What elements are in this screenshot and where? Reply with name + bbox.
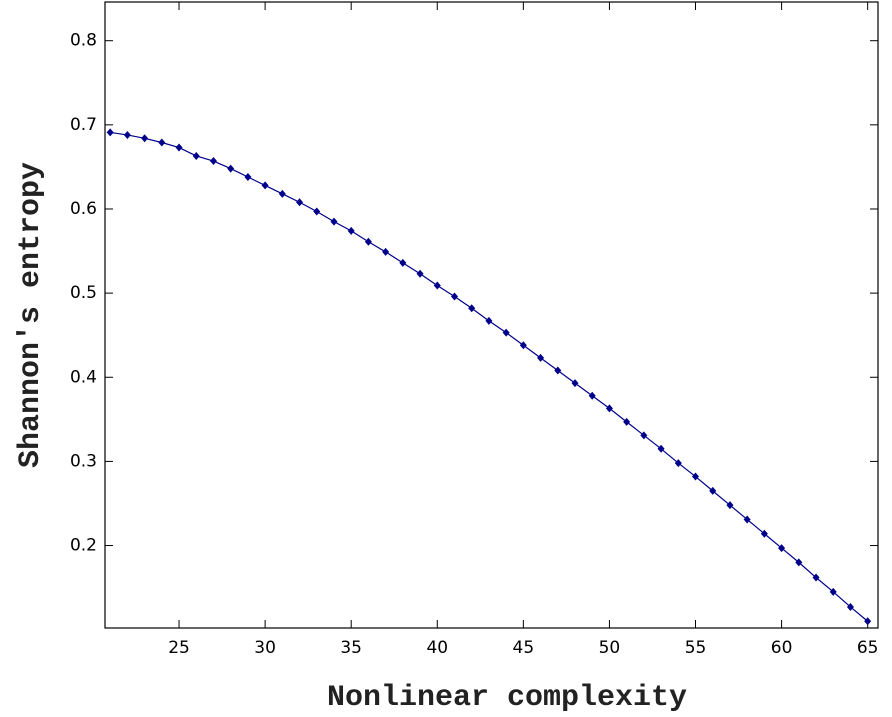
data-point — [433, 281, 441, 290]
y-tick-label: 0.3 — [70, 451, 97, 471]
data-point — [760, 529, 768, 538]
data-point — [347, 226, 355, 235]
data-point — [692, 472, 700, 481]
data-point — [588, 391, 596, 400]
data-point — [261, 181, 269, 190]
y-tick-label: 0.5 — [70, 283, 97, 303]
data-point — [743, 515, 751, 524]
data-point — [296, 198, 304, 207]
data-point — [846, 602, 854, 611]
data-point — [158, 138, 166, 147]
data-point — [468, 304, 476, 313]
data-point — [227, 164, 235, 173]
plot-frame — [104, 1, 879, 629]
x-tick-label: 60 — [771, 638, 793, 658]
data-point — [709, 486, 717, 495]
data-point — [829, 587, 837, 596]
data-point — [726, 501, 734, 510]
data-point — [313, 207, 321, 216]
x-tick-label: 45 — [513, 638, 535, 658]
y-tick-label: 0.7 — [70, 115, 97, 135]
data-point — [485, 316, 493, 325]
data-point — [778, 544, 786, 553]
x-axis-title: Nonlinear complexity — [327, 681, 687, 715]
data-point — [416, 269, 424, 278]
data-point — [192, 151, 200, 160]
data-point — [571, 379, 579, 388]
data-point — [106, 128, 114, 137]
data-point — [537, 353, 545, 362]
data-point — [382, 247, 390, 256]
data-point — [330, 217, 338, 226]
x-tick-label: 30 — [254, 638, 276, 658]
y-tick-label: 0.6 — [70, 199, 97, 219]
data-point — [554, 366, 562, 375]
x-tick-label: 40 — [426, 638, 448, 658]
y-tick-label: 0.2 — [70, 536, 97, 556]
data-point — [209, 157, 217, 166]
x-tick-label: 55 — [685, 638, 707, 658]
x-tick-label: 25 — [168, 638, 190, 658]
x-tick-label: 35 — [340, 638, 362, 658]
data-point — [605, 404, 613, 413]
data-point — [244, 173, 252, 182]
data-point — [364, 237, 372, 246]
data-point — [399, 258, 407, 267]
data-point — [450, 292, 458, 301]
data-point — [812, 573, 820, 582]
x-tick-label: 65 — [857, 638, 879, 658]
data-point — [278, 189, 286, 198]
y-tick-label: 0.8 — [70, 31, 97, 51]
data-point — [123, 130, 131, 139]
data-point — [141, 134, 149, 143]
x-tick-label: 50 — [599, 638, 621, 658]
data-point — [175, 143, 183, 152]
data-point — [623, 417, 631, 426]
data-point — [519, 341, 527, 350]
data-point — [674, 459, 682, 468]
data-point — [864, 617, 872, 626]
y-axis-title: Shannon's entropy — [14, 162, 48, 468]
y-tick-label: 0.4 — [70, 367, 97, 387]
data-point — [502, 328, 510, 337]
data-point — [657, 444, 665, 453]
data-point — [795, 558, 803, 567]
data-point — [640, 431, 648, 440]
